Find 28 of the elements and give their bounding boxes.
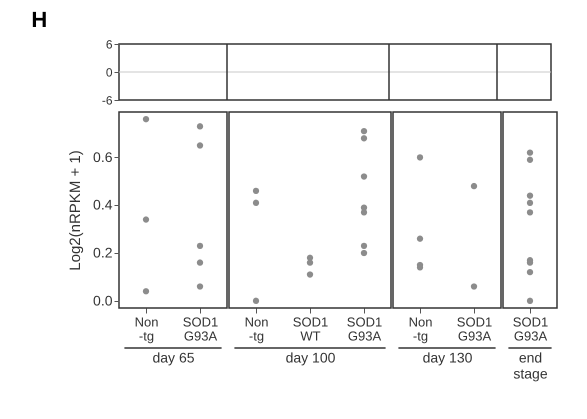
point bbox=[526, 192, 534, 199]
y-axis-title: Log2(nRPKM + 1) bbox=[67, 150, 84, 271]
x-tick-label: Non -tg bbox=[244, 314, 268, 344]
point bbox=[526, 149, 534, 156]
chart-title: H bbox=[31, 7, 48, 32]
x-tick-label: SOD1 G93A bbox=[182, 314, 218, 344]
y-tick-label: 0.2 bbox=[93, 244, 113, 261]
x-tick-label: SOD1 G93A bbox=[346, 314, 382, 344]
y-tick-label: 0.6 bbox=[93, 148, 113, 165]
y-tick-label: 0.4 bbox=[93, 196, 113, 213]
x-tick-label: SOD1 G93A bbox=[512, 314, 548, 344]
x-axis-title: day 65 bbox=[152, 350, 195, 366]
point bbox=[526, 209, 534, 216]
x-axis-title: day 100 bbox=[286, 350, 336, 366]
x-axis-title: day 130 bbox=[422, 350, 473, 366]
point bbox=[526, 268, 534, 276]
y-tick-label: -6 bbox=[102, 94, 113, 108]
point bbox=[526, 298, 534, 304]
y-tick-label: 0 bbox=[106, 66, 113, 80]
x-tick-label: Non -tg bbox=[134, 314, 158, 344]
x-axis-title: end stage bbox=[513, 350, 548, 382]
x-tick-label: SOD1 WT bbox=[292, 314, 328, 344]
x-tick-label: Non -tg bbox=[408, 314, 432, 344]
point bbox=[526, 156, 534, 163]
y-tick-label: 6 bbox=[106, 38, 113, 52]
x-tick-label: SOD1 G93A bbox=[456, 314, 492, 344]
y-tick-label: 0.0 bbox=[93, 292, 113, 308]
point bbox=[526, 200, 534, 206]
